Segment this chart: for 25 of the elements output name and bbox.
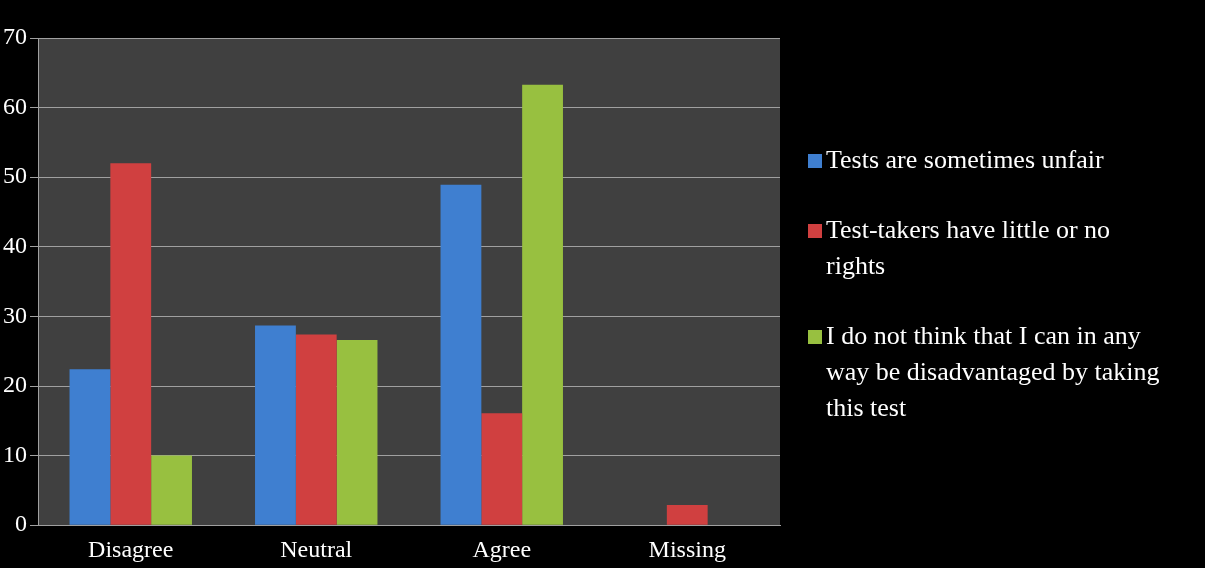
bar: [336, 340, 378, 525]
y-tick-label: 50: [3, 162, 27, 189]
y-tick-label: 60: [3, 92, 27, 119]
bar: [110, 163, 152, 525]
bar: [440, 184, 482, 525]
x-tick-label: Agree: [472, 535, 532, 562]
x-tick-label: Disagree: [88, 535, 174, 562]
bar: [666, 505, 708, 525]
x-tick-label: Missing: [648, 535, 726, 562]
y-tick-label: 70: [3, 23, 27, 50]
legend-label: I do not think that I can in any way be disadvantaged by taking this test: [826, 320, 1161, 424]
x-tick-label: Neutral: [280, 535, 353, 562]
legend-label: Tests are sometimes unfair: [826, 144, 1105, 176]
legend-label: Test-takers have little or no rights: [826, 214, 1112, 282]
bar: [522, 84, 563, 525]
y-tick-label: 10: [3, 440, 27, 467]
bar: [481, 413, 523, 525]
y-tick-label: 40: [3, 232, 27, 259]
bar: [69, 369, 111, 525]
y-tick-label: 0: [15, 510, 27, 537]
bar: [151, 455, 192, 525]
bar: [255, 325, 296, 525]
y-tick-label: 20: [3, 371, 27, 398]
y-tick-label: 30: [3, 301, 27, 328]
bar: [295, 334, 337, 525]
